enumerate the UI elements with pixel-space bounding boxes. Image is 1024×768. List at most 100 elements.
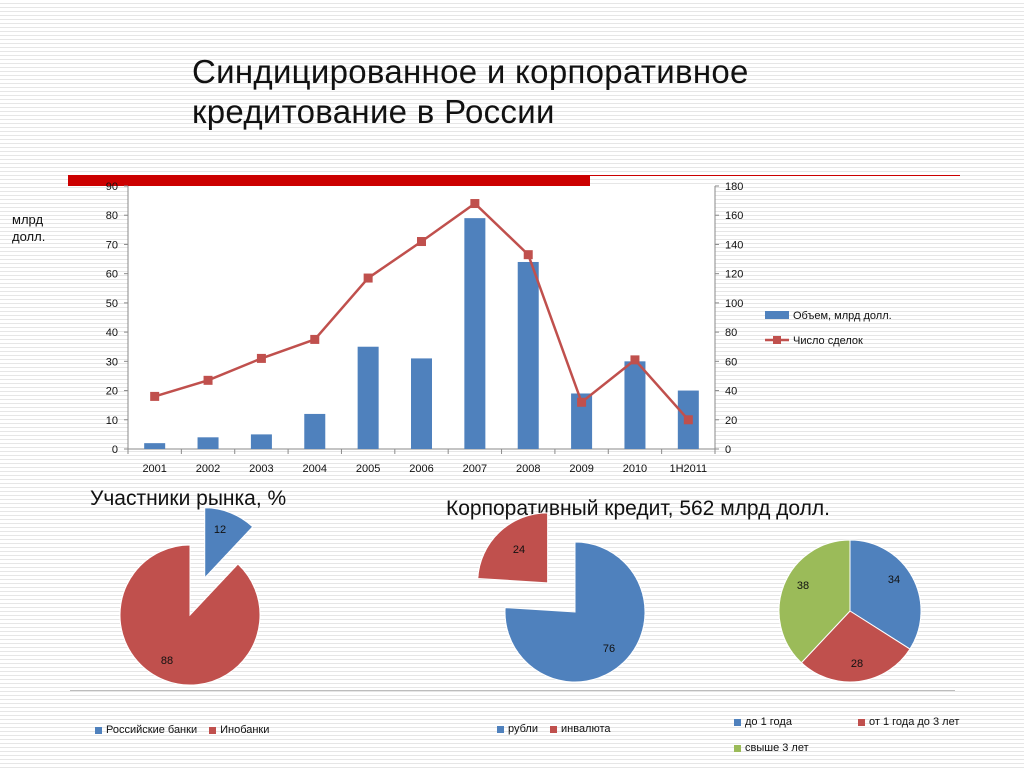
x-tick-label: 2008 — [516, 463, 540, 475]
legend-label-deals: Число сделок — [793, 335, 863, 347]
bar — [357, 346, 379, 449]
legend-label: Российские банки — [106, 724, 198, 736]
bar — [517, 261, 539, 449]
line-marker — [150, 391, 160, 401]
x-tick-label: 2004 — [303, 463, 327, 475]
accent-line — [590, 175, 960, 176]
legend-label: свыше 3 лет — [745, 742, 809, 754]
bar — [464, 218, 486, 449]
line-marker — [363, 273, 373, 283]
legend-label: рубли — [508, 723, 538, 735]
legend-swatch — [550, 725, 557, 733]
y-tick-label: 20 — [106, 386, 118, 398]
legend-swatch — [858, 718, 865, 726]
y-tick-label: 60 — [106, 269, 118, 281]
y2-tick-label: 160 — [725, 210, 743, 222]
legend-marker-deals — [773, 336, 781, 344]
bar — [304, 413, 326, 449]
line-marker — [256, 353, 266, 363]
legend-label: инвалюта — [561, 723, 611, 735]
accent-bar — [68, 175, 590, 186]
y2-tick-label: 80 — [725, 327, 737, 339]
pie-data-label: 88 — [161, 655, 173, 667]
pie-data-label: 12 — [214, 524, 226, 536]
divider — [70, 690, 955, 691]
pie-participants-heading: Участники рынка, % — [90, 487, 287, 510]
legend-swatch — [734, 718, 741, 726]
x-tick-label: 2005 — [356, 463, 380, 475]
line-marker — [577, 397, 587, 407]
line-marker — [310, 334, 320, 344]
legend-label: до 1 года — [745, 716, 792, 728]
pie3-legend-item-3: свыше 3 лет — [734, 742, 809, 754]
x-tick-label: 2010 — [623, 463, 647, 475]
y-tick-label: 0 — [112, 444, 118, 456]
x-tick-label: 1H2011 — [669, 463, 707, 475]
pie-data-label: 34 — [888, 574, 900, 586]
y-tick-label: 30 — [106, 356, 118, 368]
pie-slice — [204, 507, 254, 580]
x-tick-label: 2001 — [142, 463, 166, 475]
legend-swatch — [497, 725, 504, 733]
pie3-legend-item-2: от 1 года до 3 лет — [858, 716, 959, 728]
pie-data-label: 28 — [851, 658, 863, 670]
pie-data-label: 24 — [513, 544, 525, 556]
y2-tick-label: 100 — [725, 298, 743, 310]
y2-tick-label: 20 — [725, 415, 737, 427]
pie-slice — [119, 544, 261, 686]
y-tick-label: 80 — [106, 210, 118, 222]
bar — [250, 434, 272, 449]
legend-swatch — [95, 726, 102, 734]
main-chart-y-axis-label: млрд долл. — [12, 211, 45, 245]
bar — [571, 393, 593, 449]
y2-tick-label: 60 — [725, 356, 737, 368]
pie-slice — [477, 512, 549, 584]
line-marker — [683, 415, 693, 425]
line-marker — [470, 199, 480, 209]
y-tick-label: 70 — [106, 239, 118, 251]
pie-data-label: 38 — [797, 580, 809, 592]
bar — [411, 358, 432, 449]
title-line-2: кредитование в России — [192, 93, 555, 130]
pie-slice — [800, 610, 911, 683]
bar — [197, 437, 219, 449]
pie3-legend-item-1: до 1 года — [734, 716, 792, 728]
pie-slice — [504, 541, 646, 683]
y-tick-label: 10 — [106, 415, 118, 427]
line-marker — [417, 237, 426, 247]
y-tick-label: 90 — [106, 181, 118, 193]
y2-tick-label: 180 — [725, 181, 743, 193]
legend-label: от 1 года до 3 лет — [869, 716, 960, 728]
x-tick-label: 2003 — [249, 463, 273, 475]
legend-swatch-volume — [765, 311, 789, 319]
line-marker — [523, 250, 533, 260]
line-marker — [630, 355, 640, 365]
y-tick-label: 40 — [106, 327, 118, 339]
y-tick-label: 50 — [106, 298, 118, 310]
y-axis-label-line-1: млрд — [12, 212, 44, 227]
x-tick-label: 2007 — [463, 463, 487, 475]
y2-tick-label: 40 — [725, 386, 737, 398]
x-tick-label: 2002 — [196, 463, 220, 475]
pie1-legend: Российские банки Инобанки — [95, 724, 269, 736]
x-tick-label: 2009 — [569, 463, 593, 475]
pie-slice — [778, 539, 851, 664]
x-tick-label: 2006 — [409, 463, 433, 475]
pie2-legend: рубли инвалюта — [497, 723, 611, 735]
legend-swatch — [734, 744, 741, 752]
legend-label: Инобанки — [220, 724, 270, 736]
y2-tick-label: 0 — [725, 444, 731, 456]
main-chart: 0 10 20 30 40 50 60 70 80 90 0 20 40 60 80 100 120 140 160… — [106, 181, 892, 475]
legend-label-volume: Объем, млрд долл. — [793, 310, 892, 322]
y-axis-label-line-2: долл. — [12, 229, 46, 244]
bar — [144, 443, 166, 449]
y2-tick-label: 120 — [725, 269, 743, 281]
bar — [624, 361, 646, 449]
pie-data-label: 76 — [603, 643, 615, 655]
slide-title: Синдицированное и корпоративное кредитов… — [192, 52, 892, 132]
legend-swatch — [209, 726, 217, 734]
y2-tick-label: 140 — [725, 239, 743, 251]
title-line-1: Синдицированное и корпоративное — [192, 53, 749, 90]
line-marker — [203, 375, 213, 385]
